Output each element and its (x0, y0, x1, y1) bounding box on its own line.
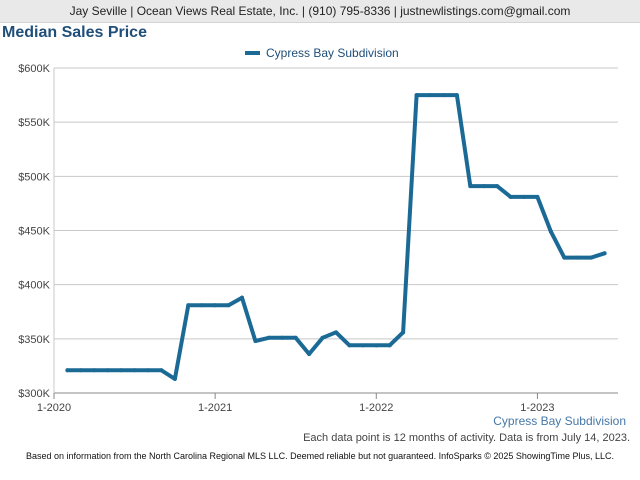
contact-header: Jay Seville | Ocean Views Real Estate, I… (0, 0, 640, 23)
data-point (374, 343, 379, 348)
data-point (266, 335, 271, 340)
tick-labels: $300K $350K $400K $450K $500K $550K $600K 1-202… (18, 63, 554, 414)
x-tick-label: 1-2023 (520, 402, 554, 414)
y-tick-label: $500K (18, 171, 50, 183)
data-point (602, 251, 607, 256)
data-point (589, 255, 594, 260)
y-tick-label: $300K (18, 388, 50, 400)
data-point (320, 335, 325, 340)
data-point (253, 339, 258, 343)
contact-text: Jay Seville | Ocean Views Real Estate, I… (69, 4, 571, 18)
data-point (280, 335, 285, 340)
series-footer-label: Cypress Bay Subdivision (493, 414, 626, 428)
data-point (92, 368, 97, 373)
data-point (454, 93, 459, 98)
data-point (522, 194, 526, 199)
data-point (575, 255, 580, 260)
y-tick-label: $450K (18, 226, 50, 238)
data-point (65, 368, 70, 373)
series-layer (65, 93, 607, 381)
legend-label: Cypress Bay Subdivision (266, 46, 399, 60)
data-point (387, 343, 392, 348)
series-line (65, 93, 607, 381)
y-tick-label: $550K (18, 117, 50, 129)
data-point (468, 184, 473, 189)
disclaimer: Based on information from the North Caro… (25, 451, 615, 461)
x-tick-label: 1-2021 (198, 402, 232, 414)
x-tick-label: 1-2022 (359, 402, 393, 414)
data-point (481, 184, 486, 189)
data-point (186, 303, 191, 308)
y-tick-label: $350K (18, 334, 50, 346)
data-point (132, 368, 137, 373)
data-point (146, 368, 150, 373)
x-tick-label: 1-2020 (37, 402, 71, 414)
axes (53, 68, 618, 399)
data-note: Each data point is 12 months of activity… (303, 432, 630, 444)
y-tick-label: $600K (18, 63, 50, 75)
data-point (226, 303, 231, 308)
chart-title: Median Sales Price (2, 24, 147, 41)
data-point (105, 368, 110, 373)
data-point (548, 229, 553, 234)
data-point (360, 343, 365, 348)
data-point (307, 352, 312, 356)
data-point (172, 376, 177, 381)
grid-lines (54, 67, 618, 340)
legend: Cypress Bay Subdivision (245, 46, 399, 60)
data-point (508, 194, 513, 199)
data-point (441, 93, 446, 98)
data-point (213, 303, 218, 308)
data-point (119, 368, 124, 373)
y-tick-label: $400K (18, 280, 50, 292)
data-point (347, 343, 352, 348)
data-point (428, 93, 432, 98)
data-point (199, 303, 204, 308)
data-point (240, 295, 244, 300)
data-point (535, 194, 540, 199)
data-point (401, 330, 406, 335)
legend-swatch (245, 51, 260, 55)
data-point (334, 330, 338, 335)
data-point (562, 255, 567, 260)
data-point (414, 93, 419, 98)
data-point (293, 335, 298, 340)
data-point (159, 368, 164, 373)
data-point (78, 368, 83, 373)
data-point (495, 184, 500, 189)
